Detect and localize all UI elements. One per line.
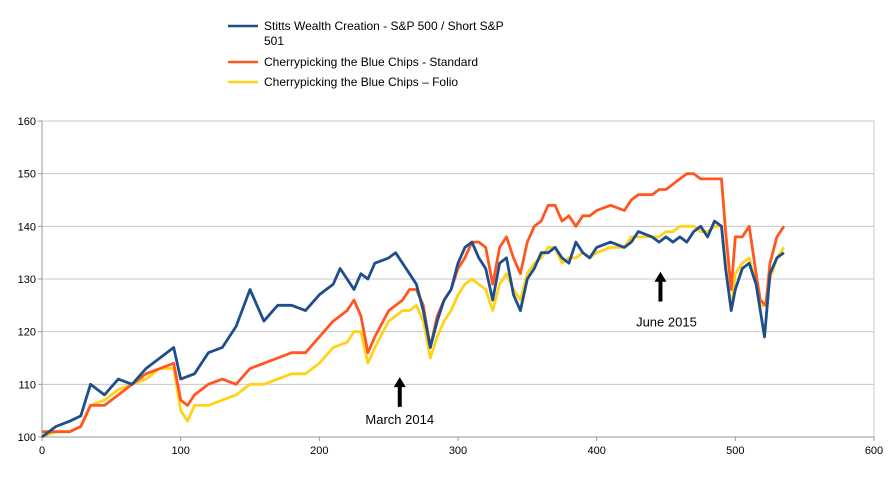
x-tick-label: 200 (310, 445, 328, 457)
x-tick-label: 0 (39, 445, 45, 457)
x-tick-label: 600 (865, 445, 883, 457)
legend-label-3: Cherrypicking the Blue Chips – Folio (264, 75, 458, 89)
y-tick-label: 120 (18, 327, 36, 339)
x-axis-ticks: 0 100 200 300 400 500 600 (39, 437, 883, 457)
annotation-arrow-head (654, 271, 667, 282)
legend-label-2: Cherrypicking the Blue Chips - Standard (264, 55, 478, 69)
series-line-3 (41, 224, 786, 439)
annotation-label: June 2015 (636, 315, 697, 330)
y-tick-label: 160 (18, 116, 36, 128)
x-tick-label: 400 (587, 445, 605, 457)
legend: Stitts Wealth Creation - S&P 500 / Short… (228, 19, 504, 89)
annotations: March 2014 June 2015 (365, 271, 697, 427)
x-tick-label: 300 (449, 445, 467, 457)
x-tick-label: 100 (171, 445, 189, 457)
legend-label-1: 501 (264, 34, 284, 48)
y-tick-label: 110 (18, 379, 36, 391)
series-line-1 (41, 219, 785, 439)
annotation-label: March 2014 (365, 412, 434, 427)
y-tick-label: 130 (18, 274, 36, 286)
y-tick-label: 100 (18, 432, 36, 444)
y-tick-label: 150 (18, 169, 36, 181)
x-tick-label: 500 (726, 445, 744, 457)
legend-label-1: Stitts Wealth Creation - S&P 500 / Short… (264, 19, 504, 33)
annotation-arrow-head (393, 377, 406, 388)
y-axis-ticks: 100 110 120 130 140 150 160 (18, 116, 42, 444)
series-line-2 (42, 172, 786, 434)
grid-lines (42, 120, 874, 438)
y-tick-label: 140 (18, 221, 36, 233)
series-layer (41, 172, 786, 439)
